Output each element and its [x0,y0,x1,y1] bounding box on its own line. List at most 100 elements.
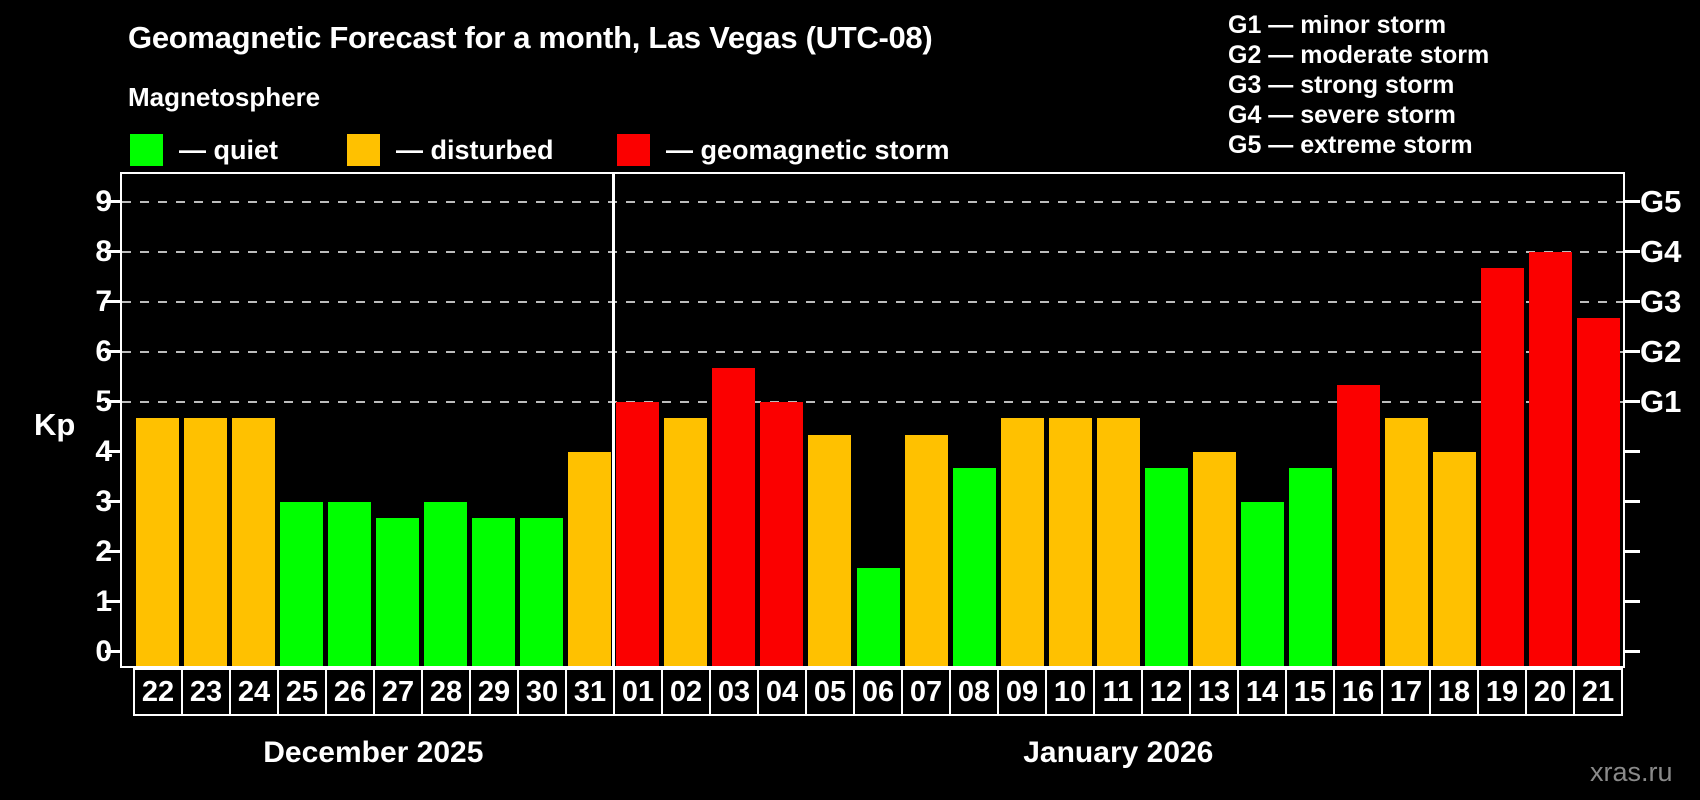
g-level-label: G3 [1640,284,1682,319]
kp-bar-december-26 [327,502,371,666]
day-label: 20 [1525,668,1575,716]
day-label: 12 [1141,668,1191,716]
y-tick-label: 8 [95,235,112,268]
y-tick-label: 2 [95,535,112,568]
day-label: 30 [517,668,567,716]
chart-title: Geomagnetic Forecast for a month, Las Ve… [128,20,933,55]
axis-tick [105,300,120,303]
axis-tick [1625,450,1640,453]
g-legend-line: G3 — strong storm [1228,71,1455,99]
y-tick-label: 0 [95,635,112,668]
y-tick-label: 5 [95,385,112,418]
day-label: 24 [229,668,279,716]
gridline-kp9 [122,201,1623,203]
g-legend-line: G1 — minor storm [1228,11,1447,39]
kp-bar-december-24 [231,418,275,666]
day-label: 25 [277,668,327,716]
kp-bar-january-11 [1096,418,1140,666]
day-label: 26 [325,668,375,716]
axis-tick [105,500,120,503]
axis-tick [105,350,120,353]
day-label: 04 [757,668,807,716]
kp-bar-january-06 [856,568,900,666]
day-label: 29 [469,668,519,716]
day-label: 16 [1333,668,1383,716]
kp-bar-january-16 [1337,385,1381,666]
day-label: 08 [949,668,999,716]
watermark: xras.ru [1590,757,1673,787]
kp-bar-january-13 [1192,452,1236,666]
g-level-label: G2 [1640,334,1682,369]
axis-tick [105,400,120,403]
y-tick-label: 7 [95,285,112,318]
quiet-color-swatch [130,134,163,166]
day-label: 17 [1381,668,1431,716]
kp-bar-january-18 [1433,452,1477,666]
day-label: 09 [997,668,1047,716]
kp-bar-january-10 [1048,418,1092,666]
axis-tick [105,550,120,553]
month-label: January 2026 [1023,736,1214,769]
g-level-label: G1 [1640,384,1682,419]
axis-tick [1625,550,1640,553]
legend-item-disturbed: — disturbed [347,134,554,166]
kp-bar-january-02 [664,418,708,666]
y-tick-label: 4 [95,435,112,468]
axis-tick [1625,200,1640,203]
kp-bar-december-29 [471,518,515,666]
kp-bar-january-20 [1529,252,1573,666]
kp-bar-january-19 [1481,268,1525,666]
month-label: December 2025 [263,736,484,769]
axis-tick [1625,350,1640,353]
day-label: 28 [421,668,471,716]
kp-bar-december-22 [135,418,179,666]
axis-tick [1625,300,1640,303]
gridline-kp8 [122,251,1623,253]
kp-bar-january-15 [1289,468,1333,666]
day-label: 13 [1189,668,1239,716]
kp-bar-january-01 [616,402,660,666]
chart-subtitle: Magnetosphere [128,82,321,112]
day-label: 27 [373,668,423,716]
month-separator-line [612,174,616,666]
y-tick-label: 6 [95,335,112,368]
legend-label-storm: — geomagnetic storm [666,135,950,165]
kp-bar-december-27 [375,518,419,666]
kp-bar-january-14 [1241,502,1285,666]
kp-bar-december-23 [183,418,227,666]
day-label: 07 [901,668,951,716]
storm-color-swatch [617,134,650,166]
kp-bar-december-31 [568,452,612,666]
g-level-label: G4 [1640,234,1682,269]
kp-bar-december-28 [423,502,467,666]
day-label: 05 [805,668,855,716]
day-label: 10 [1045,668,1095,716]
kp-bar-january-07 [904,435,948,666]
kp-bar-december-25 [279,502,323,666]
g-legend-line: G4 — severe storm [1228,101,1456,129]
kp-bar-january-08 [952,468,996,666]
kp-bar-december-30 [520,518,564,666]
gridline-kp6 [122,351,1623,353]
g-legend-line: G2 — moderate storm [1228,41,1490,69]
axis-tick [105,200,120,203]
day-label: 14 [1237,668,1287,716]
y-tick-label: 9 [95,185,112,218]
legend-label-quiet: — quiet [179,135,278,165]
y-tick-label: 1 [95,585,112,618]
axis-tick [1625,400,1640,403]
day-label: 02 [661,668,711,716]
kp-bar-january-09 [1000,418,1044,666]
axis-tick [105,250,120,253]
day-label: 21 [1573,668,1623,716]
axis-tick [105,450,120,453]
disturbed-color-swatch [347,134,380,166]
kp-bar-january-12 [1144,468,1188,666]
g-legend-line: G5 — extreme storm [1228,131,1473,159]
y-axis-title: Kp [34,407,76,442]
g-level-label: G5 [1640,184,1682,219]
kp-bar-january-21 [1577,318,1621,666]
legend-item-storm: — geomagnetic storm [617,134,950,166]
day-label: 31 [565,668,615,716]
day-label: 03 [709,668,759,716]
